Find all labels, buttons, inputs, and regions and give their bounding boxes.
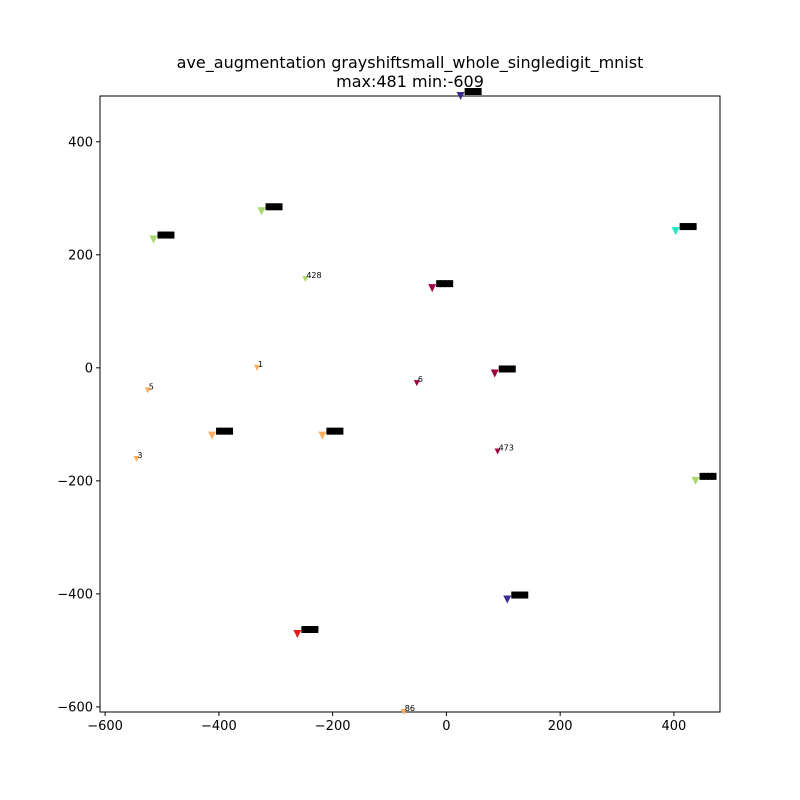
point-label-cluster (699, 472, 717, 480)
point-label-cluster (265, 203, 283, 211)
cluster-label-glyph (161, 231, 167, 239)
point-label-cluster (498, 365, 516, 373)
cluster-label-glyph (216, 427, 222, 435)
data-point-marker (302, 276, 309, 283)
cluster-label-glyph (440, 280, 446, 288)
data-point-marker (149, 235, 158, 244)
y-tick-label: 400 (68, 135, 93, 150)
cluster-label-glyph (519, 591, 525, 599)
cluster-label-glyph (169, 231, 175, 239)
point-label-cluster (301, 626, 319, 634)
point-label-cluster (436, 280, 454, 288)
cluster-label-glyph (683, 223, 689, 231)
x-tick-label: 400 (662, 719, 687, 734)
data-point-label: 86 (405, 704, 415, 713)
cluster-label-glyph (228, 427, 234, 435)
cluster-label-glyph (334, 427, 340, 435)
data-point-marker (253, 364, 260, 371)
data-point-marker (413, 380, 420, 387)
cluster-label-glyph (330, 427, 336, 435)
chart-subtitle: max:481 min:-609 (336, 72, 484, 91)
cluster-label-glyph (224, 427, 230, 435)
cluster-label-glyph (464, 88, 470, 95)
cluster-label-glyph (476, 88, 482, 95)
data-point-marker (691, 476, 700, 485)
cluster-label-glyph (313, 626, 319, 634)
point-label-cluster (326, 427, 344, 435)
cluster-label-glyph (277, 203, 283, 211)
data-point-label: 1 (258, 360, 263, 369)
point-label-cluster (679, 223, 697, 231)
cluster-label-glyph (265, 203, 271, 211)
data-point-marker (133, 455, 140, 462)
cluster-label-glyph (468, 88, 474, 95)
data-point-marker (318, 431, 327, 440)
cluster-label-glyph (502, 365, 508, 373)
cluster-label-glyph (472, 88, 478, 95)
data-point-marker (494, 448, 501, 455)
cluster-label-glyph (691, 223, 697, 231)
cluster-label-glyph (703, 472, 709, 480)
cluster-label-glyph (273, 203, 279, 211)
data-point-marker (503, 595, 512, 604)
data-point-marker (490, 369, 499, 378)
point-label-cluster (216, 427, 234, 435)
x-tick-label: 0 (442, 719, 450, 734)
data-point-label: 5 (149, 382, 154, 391)
x-tick-label: 200 (548, 719, 573, 734)
cluster-label-glyph (515, 591, 521, 599)
data-point-marker (400, 709, 407, 715)
cluster-label-glyph (687, 223, 693, 231)
data-point-label: 428 (306, 271, 321, 280)
cluster-label-glyph (165, 231, 171, 239)
cluster-label-glyph (301, 626, 307, 634)
cluster-label-glyph (711, 472, 717, 480)
cluster-label-glyph (707, 472, 713, 480)
y-tick-label: −400 (57, 587, 93, 602)
data-point-marker (144, 387, 151, 394)
data-point-label: 473 (499, 443, 514, 452)
cluster-label-glyph (326, 427, 332, 435)
cluster-label-glyph (699, 472, 705, 480)
x-tick-label: −600 (87, 719, 123, 734)
data-point-marker (428, 284, 437, 293)
cluster-label-glyph (510, 365, 516, 373)
data-point-marker (293, 630, 302, 639)
data-point-label: 6 (418, 375, 423, 384)
point-label-cluster (157, 231, 175, 239)
x-tick-label: −400 (201, 719, 237, 734)
point-label-cluster (511, 591, 529, 599)
data-point-marker (671, 227, 680, 236)
cluster-label-glyph (157, 231, 163, 239)
chart-title: ave_augmentation grayshiftsmall_whole_si… (176, 53, 644, 72)
data-point-marker (456, 92, 465, 100)
cluster-label-glyph (220, 427, 226, 435)
cluster-label-glyph (511, 591, 517, 599)
x-tick-label: −200 (315, 719, 351, 734)
data-point-marker (208, 431, 217, 440)
y-tick-label: −200 (57, 474, 93, 489)
y-tick-label: 0 (85, 361, 93, 376)
data-point-marker (257, 207, 266, 216)
cluster-label-glyph (436, 280, 442, 288)
cluster-label-glyph (498, 365, 504, 373)
data-point-label: 3 (137, 451, 142, 460)
cluster-label-glyph (679, 223, 685, 231)
cluster-label-glyph (444, 280, 450, 288)
y-tick-label: −600 (57, 700, 93, 715)
cluster-label-glyph (305, 626, 311, 634)
cluster-label-glyph (523, 591, 529, 599)
cluster-label-glyph (448, 280, 454, 288)
plot-frame (99, 95, 721, 713)
cluster-label-glyph (309, 626, 315, 634)
cluster-label-glyph (506, 365, 512, 373)
y-tick-label: 200 (68, 248, 93, 263)
cluster-label-glyph (338, 427, 344, 435)
point-label-cluster (464, 88, 482, 95)
cluster-label-glyph (269, 203, 275, 211)
